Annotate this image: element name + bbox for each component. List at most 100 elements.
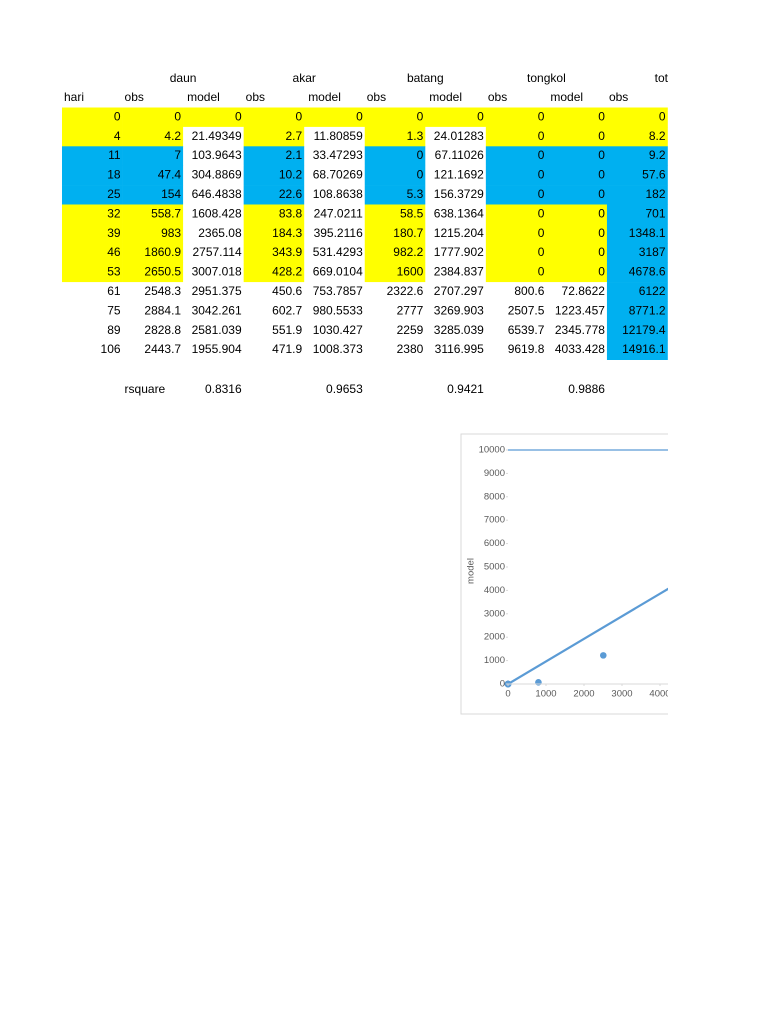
cell-value: 0 [538, 265, 545, 279]
y-tick-label: 5000 [484, 562, 505, 573]
cell-fill [425, 282, 487, 302]
cell-fill [243, 126, 305, 147]
cell-fill [243, 320, 305, 341]
y-tick-label: 8000 [484, 491, 505, 502]
cell-value: 5.3 [407, 187, 424, 201]
cell-value: 1608.428 [192, 206, 242, 220]
cell-value: 982.2 [393, 245, 423, 259]
cell-fill [243, 146, 305, 166]
cell-fill [606, 146, 668, 166]
cell-fill [425, 204, 487, 225]
y-tick-label: 1000 [484, 655, 505, 666]
cell-fill [485, 262, 547, 283]
x-tick-label: 1000 [535, 689, 556, 700]
cell-value: 1600 [397, 265, 424, 279]
cell-fill [62, 301, 123, 322]
cell-fill [546, 107, 608, 128]
cell-fill [425, 146, 487, 166]
cell-fill [546, 223, 608, 244]
cell-value: 67.11026 [435, 148, 484, 162]
cell-value: 3187 [639, 245, 666, 259]
cell-fill [364, 320, 426, 341]
cell-fill [425, 262, 487, 283]
cell-fill [364, 126, 426, 147]
cell-value: 3269.903 [434, 303, 484, 317]
cell-value: 980.5533 [313, 303, 363, 317]
cell-value: 10.2 [279, 168, 303, 182]
cell-value: 0 [174, 109, 181, 123]
cell-fill [364, 262, 426, 283]
cell-value: 68.70269 [313, 168, 363, 182]
column-header: obs [609, 90, 628, 104]
cell-fill [485, 146, 547, 166]
cell-value: 47.4 [158, 168, 182, 182]
cell-value: 2.1 [286, 148, 303, 162]
cell-value: 12179.4 [622, 323, 666, 337]
cell-value: 2581.039 [192, 323, 242, 337]
cell-fill [243, 107, 305, 128]
cell-fill [183, 223, 244, 244]
cell-value: 0 [538, 148, 545, 162]
cell-value: 11 [108, 148, 121, 162]
cell-fill [485, 204, 547, 225]
cell-value: 646.4838 [192, 187, 242, 201]
cell-value: 24.01283 [434, 129, 484, 143]
y-tick-label: 9000 [484, 468, 505, 479]
cell-fill [243, 243, 305, 263]
cell-fill [606, 282, 668, 302]
cell-fill [304, 165, 366, 186]
cell-value: 0 [538, 109, 545, 123]
cell-fill [122, 126, 184, 147]
cell-fill [122, 301, 184, 322]
cell-value: 247.0211 [314, 206, 363, 220]
cell-value: 182 [645, 187, 665, 201]
cell-fill [62, 204, 123, 225]
cell-value: 0 [235, 109, 242, 123]
cell-value: 11.80859 [314, 129, 363, 143]
cell-fill [606, 204, 668, 225]
cell-fill [546, 185, 608, 205]
cell-fill [243, 340, 305, 360]
cell-fill [485, 301, 547, 322]
summary-value: 0.9653 [326, 382, 363, 396]
cell-value: 602.7 [272, 303, 302, 317]
cell-fill [243, 223, 305, 244]
cell-fill [425, 320, 487, 341]
cell-value: 0 [598, 168, 605, 182]
cell-value: 75 [107, 303, 121, 317]
cell-fill [606, 185, 668, 205]
cell-fill [546, 165, 608, 186]
cell-value: 39 [107, 226, 121, 240]
cell-value: 2384.837 [434, 265, 484, 279]
cell-value: 0 [659, 109, 666, 123]
cell-fill [485, 126, 547, 147]
trendline [507, 587, 668, 685]
cell-fill [304, 223, 366, 244]
cell-value: 32 [107, 206, 121, 220]
cell-fill [425, 165, 487, 186]
cell-fill [183, 107, 244, 128]
cell-fill [183, 185, 244, 205]
cell-fill [62, 223, 123, 244]
cell-fill [62, 282, 123, 302]
cell-value: 531.4293 [313, 245, 363, 259]
cell-value: 89 [107, 323, 121, 337]
cell-value: 471.9 [272, 342, 302, 356]
cell-value: 53 [107, 265, 121, 279]
cell-value: 0 [114, 109, 121, 123]
column-header: obs [367, 90, 386, 104]
cell-fill [546, 262, 608, 283]
cell-value: 4033.428 [555, 342, 605, 356]
cell-value: 0 [598, 265, 605, 279]
cell-fill [122, 146, 184, 166]
cell-value: 304.8869 [192, 168, 242, 182]
cell-fill [425, 340, 487, 360]
column-header: obs [488, 90, 507, 104]
group-header: tot [655, 71, 669, 85]
cell-value: 1348.1 [629, 226, 666, 240]
cell-value: 3007.018 [192, 265, 242, 279]
cell-value: 2828.8 [144, 323, 181, 337]
cell-fill [304, 243, 366, 263]
cell-value: 3116.995 [435, 342, 484, 356]
cell-fill [304, 320, 366, 341]
